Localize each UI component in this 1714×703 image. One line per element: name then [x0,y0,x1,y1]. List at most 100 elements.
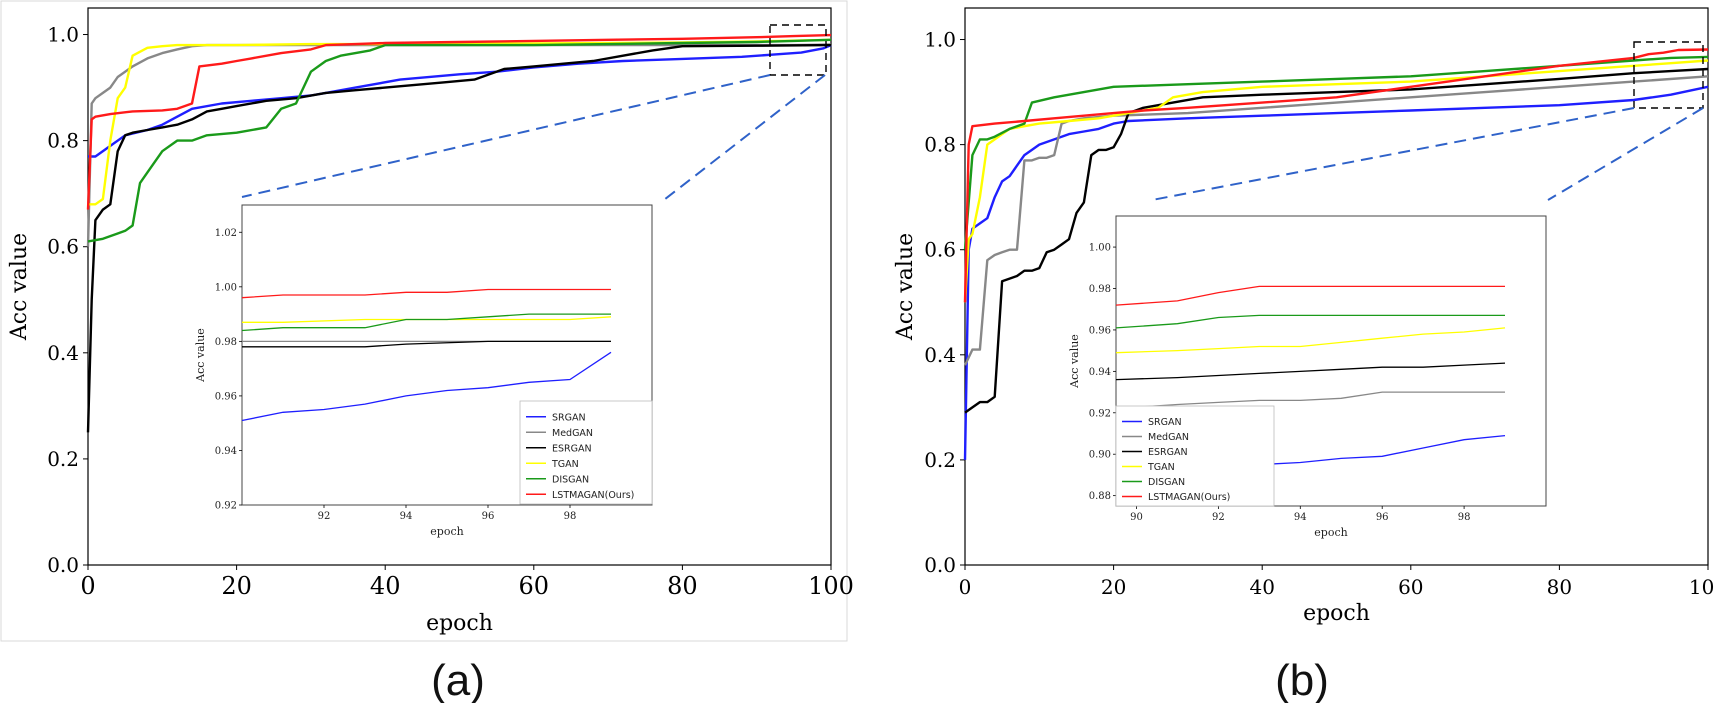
inset-series-line-lstmagan-ours- [1115,285,1505,306]
inset-series-line-disgan [241,313,611,332]
panel-a-frame [0,0,848,642]
inset-x-tick-label: 98 [564,511,577,522]
legend-label: MedGAN [552,428,593,439]
y-tick-label: 0.0 [924,553,956,577]
inset-x-tick-label: 94 [1294,512,1307,523]
x-tick-label: 0 [959,575,972,599]
x-tick-label: 40 [1249,575,1274,599]
inset-y-tick-label: 0.88 [1089,491,1111,502]
inset-x-axis-label: epoch [430,525,463,538]
series-line-lstmagan-ours- [963,48,1709,303]
inset-series-line-medgan [1115,391,1505,410]
inset-y-tick-label: 0.92 [215,501,237,512]
inset-x-tick-label: 94 [400,511,413,522]
zoom-connector-line [1547,107,1704,201]
inset-y-axis-label: Acc value [194,328,207,383]
series-line-medgan [963,75,1709,366]
inset-y-tick-label: 1.00 [215,282,237,293]
x-tick-label: 80 [1547,575,1572,599]
series-line-esrgan [86,43,832,433]
series-line-tgan [88,38,832,206]
inset-y-axis-label: Acc value [1068,334,1081,389]
legend-label: TGAN [551,459,579,470]
legend-label: ESRGAN [1148,447,1188,458]
inset-series-line-lstmagan-ours- [241,288,611,299]
inset-chart: 0.92 0.94 0.96 0.98 1.00 1.02 92 94 96 98 epoch Acc… [194,204,653,538]
legend-box [519,400,653,505]
series-line-lstmagan-ours- [86,33,832,210]
legend-label: TGAN [1147,462,1175,473]
inset-y-tick-label: 1.00 [1089,243,1111,254]
x-tick-label: 60 [1398,575,1423,599]
y-tick-label: 0.6 [924,238,956,262]
x-axis-label: epoch [1303,601,1370,626]
y-tick-label: 1.0 [924,28,956,52]
series-line-esrgan [964,67,1709,414]
inset-y-tick-label: 1.02 [215,228,237,239]
inset-series-line-esrgan [242,340,611,348]
y-tick-label: 0.4 [924,343,956,367]
x-tick-label: 20 [1101,575,1126,599]
inset-y-tick-label: 0.90 [1089,450,1111,461]
legend-box [1115,405,1275,507]
inset-y-tick-label: 0.92 [1089,408,1111,419]
inset-x-tick-label: 92 [1212,512,1225,523]
legend-label: SRGAN [552,412,586,423]
legend-label: DISGAN [1148,477,1185,488]
inset-series-line-esrgan [1115,362,1506,381]
zoom-connector-line [1151,107,1635,201]
inset-y-tick-label: 0.94 [215,446,237,457]
y-tick-label: 0.6 [47,235,79,259]
series-line-srgan [963,85,1709,460]
legend-label: SRGAN [1148,417,1182,428]
inset-series-line-tgan [1115,327,1506,354]
zoom-connector-line [241,74,771,198]
y-axis-label: Acc value [7,233,32,341]
y-tick-label: 0.8 [924,133,956,157]
inset-legend: SRGAN MedGAN ESRGAN TGAN DISGAN LSTMAGAN(Ours… [1115,405,1275,507]
y-tick-label: 1.0 [47,23,79,47]
x-tick-label: 100 [1689,575,1714,599]
inset-x-axis-label: epoch [1314,526,1347,539]
legend-label: LSTMAGAN(Ours) [1148,492,1230,503]
x-tick-label: 60 [519,572,550,600]
y-tick-label: 0.0 [47,553,79,577]
legend-label: MedGAN [1148,432,1189,443]
inset-y-tick-label: 0.96 [215,391,237,402]
series-line-disgan [87,38,832,243]
caption-b: (b) [1275,656,1329,703]
y-tick-label: 0.2 [47,447,79,471]
y-tick-label: 0.8 [47,129,79,153]
inset-series-line-disgan [1115,314,1505,329]
x-tick-label: 80 [667,572,698,600]
x-tick-label: 20 [221,572,252,600]
inset-y-tick-label: 0.96 [1089,325,1111,336]
caption-a: (a) [431,656,485,703]
inset-x-tick-label: 96 [482,511,495,522]
inset-y-tick-label: 0.98 [1089,284,1111,295]
x-tick-label: 40 [370,572,401,600]
inset-x-tick-label: 98 [1458,512,1471,523]
inset-legend: SRGAN MedGAN ESRGAN TGAN DISGAN LSTMAGAN(Ours… [519,400,653,505]
y-tick-label: 0.4 [47,341,79,365]
inset-chart: 0.88 0.90 0.92 0.94 0.96 0.98 1.00 90 92 94 96 98 ep… [1068,215,1547,539]
inset-x-tick-label: 96 [1376,512,1389,523]
legend-label: ESRGAN [552,443,592,454]
inset-y-tick-label: 0.98 [215,337,237,348]
zoom-region-box [769,24,827,76]
inset-x-tick-label: 92 [318,511,331,522]
zoom-connector-line [659,74,826,204]
x-tick-label: 0 [80,572,95,600]
y-tick-label: 0.2 [924,448,956,472]
inset-x-tick-label: 90 [1130,512,1143,523]
x-tick-label: 100 [808,572,854,600]
legend-label: LSTMAGAN(Ours) [552,490,634,501]
legend-label: DISGAN [552,474,589,485]
inset-y-tick-label: 0.94 [1089,367,1111,378]
zoom-region-box [1633,41,1704,109]
y-axis-label: Acc value [893,233,918,341]
x-axis-label: epoch [426,611,493,636]
